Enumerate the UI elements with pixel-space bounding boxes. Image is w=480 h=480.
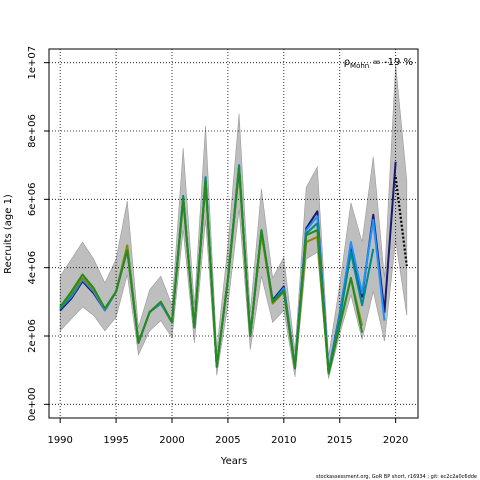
y-tick-label: 8e+06	[27, 114, 38, 148]
projection-line	[394, 176, 408, 267]
plot-frame	[48, 48, 419, 419]
x-tick-label: 2005	[215, 435, 240, 446]
x-tick-label: 1995	[103, 435, 128, 446]
x-tick-label: 2015	[327, 435, 352, 446]
mohn-rho-symbol: ρ	[344, 57, 350, 68]
x-axis: 1990 1995 2000 2005 2010 2015 2020	[47, 418, 408, 446]
x-axis-title: Years	[220, 456, 247, 467]
y-tick-label: 2e+06	[27, 319, 38, 353]
y-axis: 0e+00 2e+06 4e+06 6e+06 8e+06 1e+07	[27, 46, 49, 421]
x-tick-label: 1990	[47, 435, 72, 446]
y-axis-title: Recruits (age 1)	[3, 194, 14, 274]
y-tick-label: 0e+00	[27, 388, 38, 422]
x-tick-label: 2000	[159, 435, 184, 446]
mohn-rho-subscript: Mohn	[350, 62, 369, 70]
x-tick-label: 2020	[383, 435, 408, 446]
y-tick-label: 6e+06	[27, 183, 38, 217]
series-layer	[59, 161, 408, 375]
series-line-5	[59, 167, 364, 375]
mohn-rho-annotation: ρMohn = -19 %	[344, 57, 413, 70]
mohn-rho-value: = -19 %	[369, 57, 413, 68]
y-tick-label: 1e+07	[27, 46, 38, 80]
footer-note: stockassessment.org, GoR BP short, r1693…	[316, 474, 477, 480]
y-tick-label: 4e+06	[27, 251, 38, 285]
x-tick-label: 2010	[271, 435, 296, 446]
